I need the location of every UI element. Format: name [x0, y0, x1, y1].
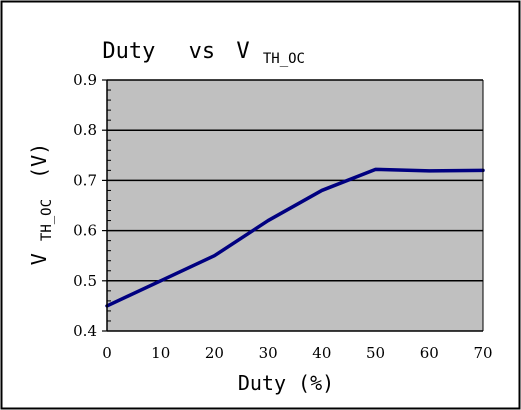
- y-axis-title: V TH_OC (V): [27, 143, 56, 265]
- x-axis-title: Duty (%): [238, 371, 334, 395]
- y-axis-var: V: [27, 253, 51, 265]
- x-tick-label: 60: [420, 344, 439, 362]
- y-tick-label: 0.6: [73, 222, 97, 240]
- y-axis-var-sub: TH_OC: [39, 199, 55, 241]
- x-tick-label: 50: [366, 344, 385, 362]
- axes: [102, 79, 484, 332]
- y-tick-label: 0.7: [73, 171, 97, 189]
- gridlines: [107, 79, 483, 282]
- x-tick-label: 70: [473, 344, 492, 362]
- y-tick-labels: 0.4 0.5 0.6 0.7 0.8 0.9: [73, 71, 97, 340]
- x-tick-label: 10: [151, 344, 170, 362]
- y-tick-label: 0.9: [73, 71, 97, 89]
- y-tick-label: 0.4: [73, 322, 97, 340]
- y-tick-label: 0.5: [73, 272, 97, 290]
- title-mid: vs: [189, 39, 216, 64]
- x-tick-labels: 0 10 20 30 40 50 60 70: [102, 344, 492, 362]
- y-tick-label: 0.8: [73, 121, 97, 139]
- x-tick-label: 30: [259, 344, 278, 362]
- x-tick-label: 20: [205, 344, 224, 362]
- x-tick-label: 40: [312, 344, 331, 362]
- x-tick-label: 0: [102, 344, 112, 362]
- title-var-sub: TH_OC: [263, 51, 305, 67]
- title-var: V: [236, 39, 249, 64]
- series-line-0: [105, 167, 485, 308]
- y-axis-unit: (V): [27, 143, 51, 179]
- chart-title: Duty vs V TH_OC: [102, 39, 305, 67]
- title-main: Duty: [102, 39, 155, 64]
